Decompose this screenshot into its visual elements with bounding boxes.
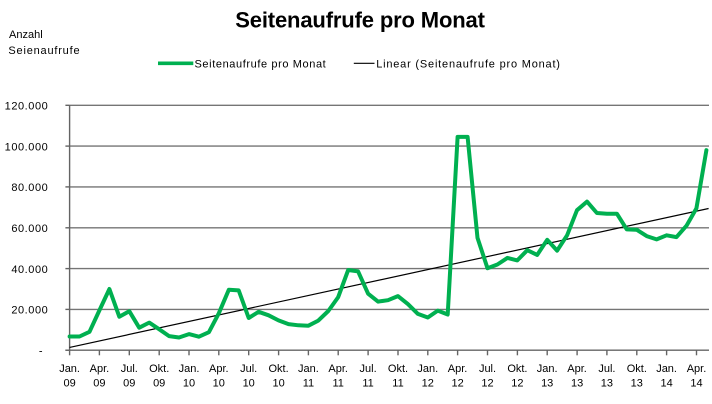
svg-text:10: 10 [272,377,284,389]
svg-text:10: 10 [213,377,225,389]
svg-text:09: 09 [153,377,165,389]
svg-text:Seienaufrufe: Seienaufrufe [8,45,80,57]
svg-text:13: 13 [571,377,583,389]
svg-text:Jul.: Jul. [360,363,377,375]
svg-text:Seitenaufrufe pro Monat: Seitenaufrufe pro Monat [235,8,485,33]
svg-text:120.000: 120.000 [5,101,49,113]
svg-text:11: 11 [332,377,343,389]
svg-text:12: 12 [481,377,493,389]
svg-text:-: - [39,345,43,357]
svg-text:12: 12 [511,377,523,389]
svg-text:13: 13 [631,377,643,389]
svg-text:Okt.: Okt. [388,363,408,375]
svg-text:Apr.: Apr. [328,363,348,375]
svg-text:Anzahl: Anzahl [9,29,43,41]
svg-text:14: 14 [660,377,672,389]
svg-text:13: 13 [541,377,553,389]
svg-text:11: 11 [303,377,314,389]
svg-text:13: 13 [601,377,613,389]
svg-text:Okt.: Okt. [507,363,527,375]
svg-text:Apr.: Apr. [90,363,110,375]
svg-text:12: 12 [422,377,434,389]
svg-text:Apr.: Apr. [687,363,707,375]
svg-text:Linear (Seitenaufrufe pro Mona: Linear (Seitenaufrufe pro Monat) [376,59,561,71]
svg-text:Jul.: Jul. [479,363,496,375]
svg-text:Seitenaufrufe pro Monat: Seitenaufrufe pro Monat [195,59,327,71]
svg-text:Okt.: Okt. [269,363,289,375]
svg-text:Jan.: Jan. [179,363,200,375]
svg-text:40.000: 40.000 [11,264,48,276]
svg-text:Okt.: Okt. [149,363,169,375]
svg-text:60.000: 60.000 [11,223,48,235]
svg-text:10: 10 [183,377,195,389]
svg-text:10: 10 [243,377,255,389]
svg-text:09: 09 [93,377,105,389]
svg-text:Jul.: Jul. [240,363,257,375]
svg-text:Jan.: Jan. [656,363,677,375]
svg-text:Jan.: Jan. [537,363,558,375]
svg-text:Okt.: Okt. [627,363,647,375]
svg-text:11: 11 [392,377,403,389]
svg-text:20.000: 20.000 [11,305,48,317]
svg-text:Jan.: Jan. [59,363,80,375]
svg-text:09: 09 [63,377,75,389]
svg-text:Apr.: Apr. [209,363,229,375]
svg-text:12: 12 [451,377,463,389]
svg-text:80.000: 80.000 [11,182,48,194]
svg-text:100.000: 100.000 [5,141,49,153]
svg-text:09: 09 [123,377,135,389]
svg-text:Jul.: Jul. [121,363,138,375]
svg-text:14: 14 [690,377,702,389]
svg-text:11: 11 [362,377,373,389]
svg-text:Apr.: Apr. [567,363,587,375]
svg-text:Apr.: Apr. [448,363,468,375]
svg-text:Jan.: Jan. [298,363,319,375]
svg-text:Jan.: Jan. [417,363,438,375]
svg-text:Jul.: Jul. [598,363,615,375]
